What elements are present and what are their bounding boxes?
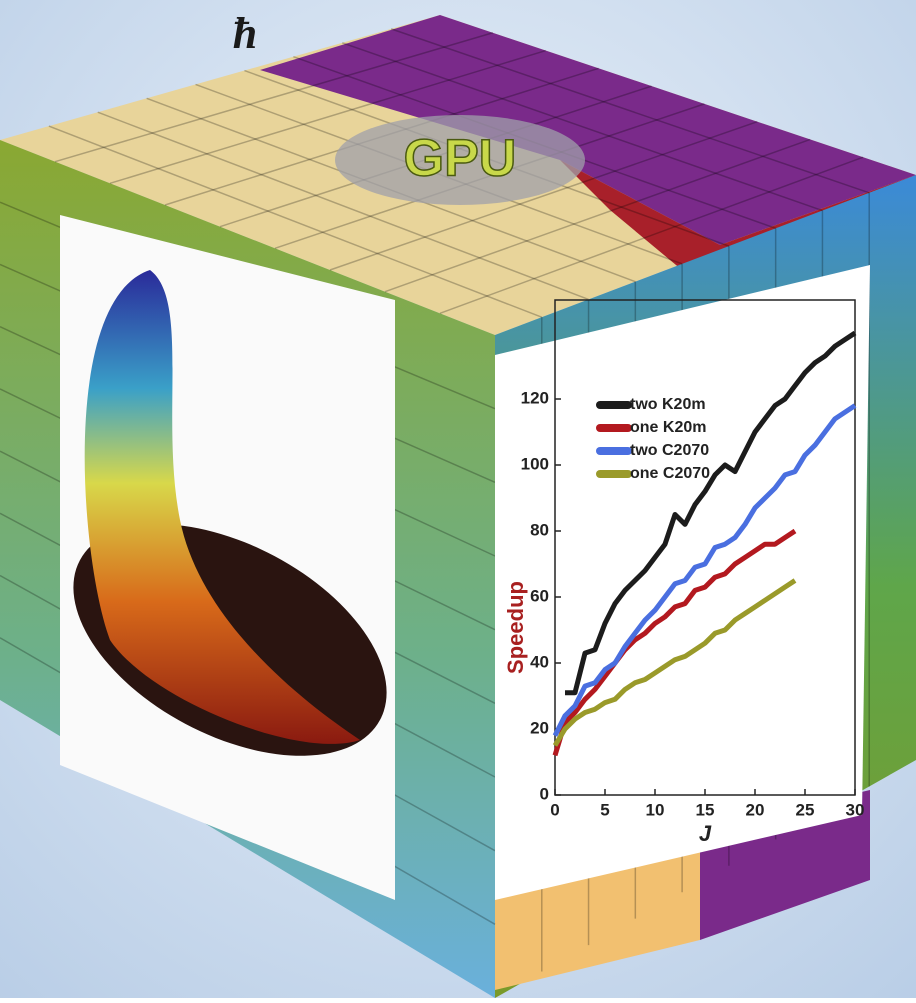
y-tick-label: 0 bbox=[540, 784, 549, 803]
x-axis-label: J bbox=[699, 821, 712, 846]
series-line bbox=[552, 578, 797, 747]
gpu-badge bbox=[335, 115, 585, 205]
x-tick-label: 10 bbox=[646, 800, 665, 819]
y-tick-label: 120 bbox=[521, 388, 549, 407]
series-line bbox=[552, 403, 857, 737]
y-axis-label: Speedup bbox=[503, 581, 528, 674]
y-tick-label: 60 bbox=[530, 586, 549, 605]
series-line bbox=[565, 330, 857, 696]
block-line bbox=[329, 120, 758, 271]
block-line bbox=[97, 111, 589, 301]
equation-symbol: ħ bbox=[233, 9, 257, 58]
x-tick-label: 25 bbox=[796, 800, 815, 819]
y-tick-label: 100 bbox=[521, 454, 549, 473]
x-tick-label: 15 bbox=[696, 800, 715, 819]
series-line bbox=[552, 528, 797, 757]
surface-swirl bbox=[84, 270, 360, 744]
block-line bbox=[48, 125, 543, 318]
y-tick-label: 20 bbox=[530, 718, 549, 737]
block-line bbox=[109, 49, 546, 185]
block-line bbox=[54, 32, 494, 163]
legend-label: one C2070 bbox=[630, 465, 710, 482]
y-tick-label: 40 bbox=[530, 652, 549, 671]
block-line bbox=[341, 42, 823, 212]
legend-label: two K20m bbox=[630, 396, 706, 413]
block-line bbox=[384, 138, 811, 293]
legend-label: two C2070 bbox=[630, 442, 709, 459]
x-tick-label: 5 bbox=[600, 800, 609, 819]
block-line bbox=[390, 28, 870, 194]
gpu-label: GPU bbox=[404, 130, 517, 188]
x-tick-label: 30 bbox=[846, 800, 865, 819]
y-tick-label: 80 bbox=[530, 520, 549, 539]
x-tick-label: 20 bbox=[746, 800, 765, 819]
top-face-purple bbox=[260, 15, 916, 245]
chart: 0 20 40 60 80 100 120 0 5 10 15 20 25 30 J Speedup two K… bbox=[503, 299, 865, 846]
legend-label: one K20m bbox=[630, 419, 706, 436]
block-line bbox=[439, 156, 864, 315]
x-tick-label: 0 bbox=[550, 800, 559, 819]
